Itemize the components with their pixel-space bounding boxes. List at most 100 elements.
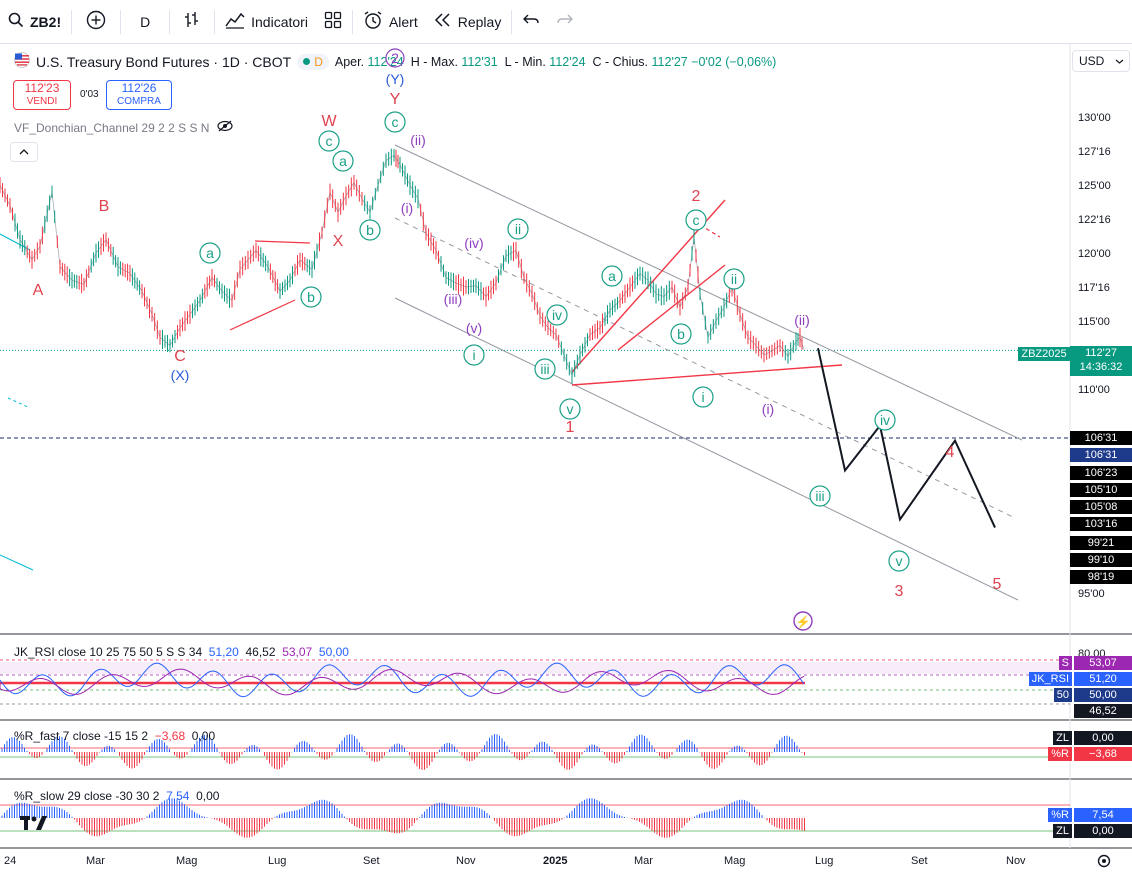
wr-slow-zero-tag: ZL 0,00 — [1053, 824, 1132, 838]
redo-icon — [556, 13, 574, 30]
buy-button[interactable]: 112'26 COMPRA — [106, 80, 172, 110]
wave-label: iii — [815, 488, 824, 504]
wave-label-circle — [601, 265, 623, 287]
wr-slow-legend: %R_slow 29 close -30 30 2 7,54 0,00 — [14, 789, 219, 803]
sell-button[interactable]: 112'23 VENDI — [13, 80, 71, 110]
wave-label: Y — [390, 91, 401, 108]
wave-label: (iv) — [464, 235, 483, 251]
level-price-tag: 106'23 — [1070, 466, 1132, 480]
wave-label: a — [608, 268, 616, 284]
indicators-button[interactable]: Indicatori — [217, 6, 316, 38]
redo-button[interactable] — [548, 6, 582, 38]
wave-label: b — [366, 222, 374, 238]
wave-label: a — [206, 245, 214, 261]
level-price-tag: 106'31 — [1070, 448, 1132, 462]
collapse-legend-button[interactable] — [10, 142, 38, 162]
interval-button[interactable]: D — [123, 6, 167, 38]
level-price-tag: 99'21 — [1070, 536, 1132, 550]
alert-button[interactable]: Alert — [355, 6, 426, 38]
y-tick-label: 125'00 — [1078, 180, 1111, 192]
x-tick-label: Nov — [1006, 855, 1026, 867]
rsi-axis-tag: 46,52 — [1074, 704, 1132, 718]
wave-label: ii — [515, 221, 521, 237]
replay-icon — [434, 13, 452, 30]
event-lightning-icon — [793, 611, 813, 631]
wr-slow-value: 7,54 — [166, 789, 190, 803]
search-icon — [8, 12, 24, 31]
rsi-value-4: 50,00 — [318, 645, 349, 659]
wave-label: 3 — [895, 583, 904, 600]
y-tick-label: 117'16 — [1078, 282, 1110, 294]
wave-label-circle — [546, 304, 568, 326]
tradingview-logo — [20, 814, 48, 837]
wave-label: iii — [540, 361, 549, 377]
wave-label: B — [99, 198, 110, 215]
lightning-glyph: ⚡ — [796, 615, 811, 629]
wave-label-circle — [384, 111, 406, 133]
donchian-indicator-row[interactable]: VF_Donchian_Channel 29 2 2 S S N — [14, 120, 234, 135]
replay-button[interactable]: Replay — [426, 6, 510, 38]
wave-label: 1 — [566, 419, 575, 436]
instrument-title: U.S. Treasury Bond Futures · 1D · CBOT — [36, 53, 292, 70]
wedge-inner-line — [617, 264, 726, 351]
sell-label: VENDI — [26, 96, 58, 107]
wave-label: 5 — [993, 576, 1002, 593]
wedge-dash-line — [699, 224, 721, 238]
alert-label: Alert — [388, 13, 418, 30]
wave-label-circle — [685, 209, 707, 231]
wr-slow-value-tag: %R 7,54 — [1048, 808, 1132, 822]
wave-label: (X) — [171, 367, 190, 383]
wave-label: (iii) — [444, 291, 463, 307]
triangle-line-1 — [229, 299, 296, 331]
level-price-tag: 105'10 — [1070, 483, 1132, 497]
indicators-label: Indicatori — [251, 13, 308, 30]
wr-slow-zero: 0,00 — [196, 789, 220, 803]
wave-label: iv — [552, 307, 562, 323]
symbol-search[interactable]: ZB2! — [0, 6, 69, 38]
rsi-smooth-line — [0, 668, 805, 696]
layouts-button[interactable] — [316, 6, 350, 38]
last-price-value: 112'27 — [1085, 347, 1117, 359]
buy-label: COMPRA — [117, 96, 161, 107]
wave-label-circle — [534, 358, 556, 380]
undo-button[interactable] — [514, 6, 548, 38]
rsi-band — [0, 662, 1070, 674]
wave-label: i — [701, 389, 704, 405]
sell-price: 112'23 — [24, 81, 60, 95]
wave-label: (Y) — [386, 71, 405, 87]
level-price-tag: 98'19 — [1070, 570, 1132, 584]
rsi-axis-tag: 50 50,00 — [1053, 688, 1132, 702]
delayed-badge: D — [314, 54, 323, 69]
wave-label: (i) — [401, 200, 413, 216]
wave-label: c — [392, 114, 399, 130]
rsi-label: JK_RSI close 10 25 75 50 5 S S 34 — [14, 645, 203, 659]
compare-symbol-button[interactable] — [74, 6, 118, 38]
wave-label: ii — [731, 271, 737, 287]
status-dot-icon — [303, 58, 311, 65]
ohlc-values: Aper. 112'24 H - Max. 112'31 L - Min. 11… — [334, 54, 777, 69]
wave-label: v — [567, 401, 574, 417]
wave-label-circle — [692, 386, 714, 408]
us-flag-icon — [14, 52, 30, 71]
wave-label: A — [33, 282, 44, 299]
wave-label: 4 — [946, 444, 955, 461]
y-tick-label: 120'00 — [1078, 248, 1111, 260]
x-tick-label: 2025 — [543, 855, 568, 867]
wedge-lower-line — [571, 364, 843, 386]
bar-chart-icon — [183, 11, 201, 32]
market-status-badge: D — [297, 53, 329, 70]
y-tick-label: 95'00 — [1078, 588, 1105, 600]
wave-label: (v) — [466, 320, 482, 336]
settings-gear-icon[interactable] — [1096, 853, 1112, 874]
wave-label-circle — [507, 218, 529, 240]
wave-label: v — [896, 553, 903, 569]
grid-layout-icon — [324, 11, 342, 32]
wave-label: iv — [880, 412, 890, 428]
projection-path — [817, 347, 996, 529]
chart-type-button[interactable] — [172, 6, 212, 38]
wr-fast-legend: %R_fast 7 close -15 15 2 −3,68 0,00 — [14, 729, 215, 743]
wave-label: a — [339, 153, 347, 169]
eye-hidden-icon[interactable] — [217, 120, 234, 135]
currency-select[interactable]: USD — [1072, 50, 1130, 72]
rsi-value-3: 53,07 — [282, 645, 313, 659]
